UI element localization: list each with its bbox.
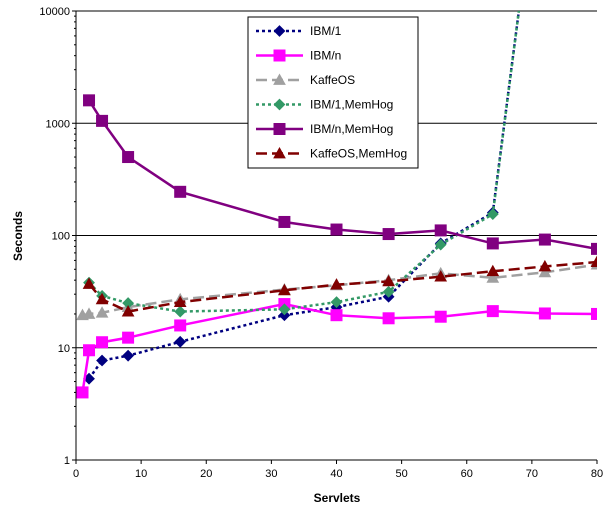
- series-ibm-n: [76, 298, 597, 399]
- y-tick-label: 1000: [46, 118, 70, 130]
- x-axis-label: Servlets: [314, 491, 361, 505]
- series-ibm-n-memhog: [83, 94, 597, 255]
- data-point-kaffeos: [486, 271, 500, 283]
- data-point-kaffeos-memhog: [382, 274, 395, 287]
- axes: 1 10 100 1000 10000 0 10 20 30 40 50 60 70 80: [39, 6, 603, 480]
- series-group: [76, 11, 597, 399]
- data-point-ibm-1-memhog: [330, 296, 343, 309]
- legend-label-ibm-n: IBM/n: [310, 49, 341, 63]
- data-point-ibm-1-memhog: [434, 238, 447, 251]
- data-point-kaffeos: [95, 306, 109, 318]
- data-point-kaffeos-memhog: [95, 292, 109, 305]
- legend-label-kaffeos: KaffeOS: [310, 73, 355, 87]
- y-tick-label: 1: [64, 455, 70, 467]
- data-point-ibm-1-memhog: [278, 303, 291, 316]
- data-point-ibm-1: [96, 354, 108, 367]
- y-axis-label: Seconds: [11, 211, 25, 261]
- data-point-ibm-n: [591, 307, 597, 320]
- data-point-ibm-n-memhog: [486, 237, 499, 250]
- data-point-ibm-n: [174, 319, 187, 332]
- data-point-kaffeos-memhog: [538, 259, 552, 272]
- y-tick-label: 10000: [39, 6, 70, 18]
- data-point-ibm-n: [486, 305, 499, 318]
- legend-marker-ibm-1: [273, 25, 286, 37]
- data-point-kaffeos: [538, 265, 552, 278]
- data-point-ibm-n-memhog: [434, 224, 447, 237]
- data-point-ibm-n: [330, 309, 343, 322]
- data-point-kaffeos: [82, 307, 96, 319]
- x-tick-label: 10: [135, 468, 147, 480]
- series-line-kaffeos-memhog: [88, 260, 597, 313]
- data-point-ibm-n-memhog: [122, 151, 135, 164]
- x-tick-label: 60: [461, 468, 473, 480]
- data-point-ibm-n-memhog: [83, 94, 96, 107]
- data-point-ibm-n-memhog: [174, 185, 187, 198]
- data-point-ibm-n-memhog: [96, 114, 109, 127]
- data-point-kaffeos-memhog: [121, 305, 135, 317]
- data-point-ibm-1-memhog: [486, 208, 499, 221]
- legend-label-ibm-n-memhog: IBM/n,MemHog: [310, 122, 393, 136]
- data-point-kaffeos-memhog: [278, 283, 291, 296]
- data-point-ibm-n: [382, 312, 395, 325]
- data-point-ibm-n-memhog: [278, 215, 291, 228]
- x-tick-label: 40: [330, 468, 342, 480]
- series-line-ibm-1-memhog: [88, 11, 521, 313]
- data-point-ibm-n: [434, 310, 447, 323]
- x-tick-label: 30: [265, 468, 277, 480]
- data-point-ibm-n: [96, 336, 109, 349]
- data-point-kaffeos-memhog: [173, 295, 187, 308]
- x-tick-label: 20: [200, 468, 212, 480]
- legend-marker-ibm-n: [273, 49, 286, 62]
- data-point-ibm-n: [538, 307, 551, 320]
- legend-label-kaffeos-memhog: KaffeOS,MemHog: [310, 147, 407, 161]
- legend-box: [247, 16, 419, 169]
- data-point-ibm-1: [122, 349, 135, 362]
- legend-marker-kaffeos: [273, 73, 286, 85]
- x-tick-label: 50: [396, 468, 408, 480]
- legend-label-ibm-1-memhog: IBM/1,MemHog: [310, 98, 393, 112]
- legend-marker-kaffeos-memhog: [273, 146, 286, 159]
- legend-marker-ibm-1-memhog: [273, 98, 286, 111]
- data-point-kaffeos-memhog: [590, 255, 597, 267]
- x-tick-label: 70: [526, 468, 538, 480]
- data-point-ibm-n-memhog: [330, 223, 343, 236]
- legend-label-ibm-1: IBM/1: [310, 24, 342, 38]
- data-point-ibm-n-memhog: [382, 228, 395, 241]
- y-tick-label: 10: [58, 343, 70, 355]
- legend: IBM/1 IBM/n KaffeOS IBM/1,MemHog IBM/n,MemHo…: [247, 16, 419, 169]
- legend-marker-ibm-n-memhog: [273, 123, 286, 135]
- data-point-ibm-n-memhog: [538, 233, 551, 246]
- data-point-ibm-n: [76, 386, 89, 399]
- data-point-kaffeos-memhog: [330, 278, 343, 290]
- data-point-kaffeos-memhog: [82, 277, 96, 289]
- series-kaffeos-memhog: [82, 255, 597, 317]
- data-point-ibm-n: [83, 344, 96, 357]
- y-tick-label: 100: [52, 231, 70, 243]
- data-point-kaffeos-memhog: [486, 264, 500, 277]
- x-tick-label: 80: [591, 468, 603, 480]
- data-point-ibm-1-memhog: [382, 285, 395, 298]
- data-point-ibm-n: [122, 331, 135, 344]
- data-point-ibm-n-memhog: [591, 242, 597, 255]
- data-point-kaffeos-memhog: [434, 270, 448, 282]
- x-tick-label: 0: [73, 468, 79, 480]
- data-point-ibm-1-memhog: [174, 305, 187, 318]
- data-point-ibm-1: [174, 335, 187, 348]
